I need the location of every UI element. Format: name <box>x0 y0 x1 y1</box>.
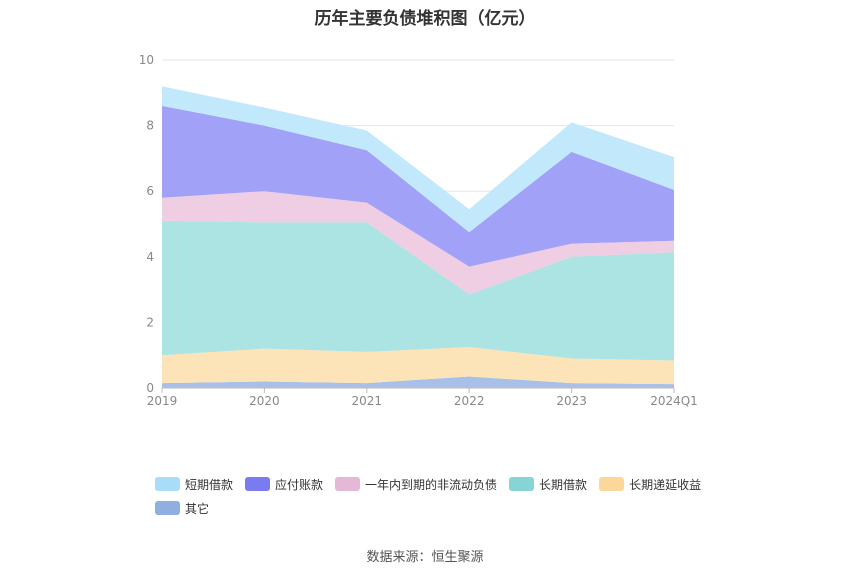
data-source: 数据来源：恒生聚源 <box>366 550 484 565</box>
y-tick-label: 6 <box>146 184 154 198</box>
x-tick-label: 2023 <box>556 394 587 408</box>
area-series-band <box>162 86 674 233</box>
legend-swatch <box>509 477 535 491</box>
area-series <box>162 86 674 388</box>
legend-label: 一年内到期的非流动负债 <box>365 477 498 492</box>
chart-title: 历年主要负债堆积图（亿元） <box>314 9 536 29</box>
legend: 短期借款 应付账款 一年内到期的非流动负债 长期借款 长期递延收益 其它 <box>155 472 755 520</box>
legend-row-2: 其它 <box>155 496 755 520</box>
legend-swatch <box>155 477 180 491</box>
legend-row-1: 短期借款 应付账款 一年内到期的非流动负债 长期借款 长期递延收益 <box>155 472 755 496</box>
legend-item-accounts-payable[interactable]: 应付账款 <box>245 476 323 493</box>
legend-label: 其它 <box>185 501 210 516</box>
y-tick-label: 8 <box>146 119 154 133</box>
axes: 0 2 4 6 8 10 2019 2020 2021 2022 2023 2024Q1 <box>139 53 698 408</box>
area-series-band <box>162 191 674 295</box>
legend-item-current-noncurrent-liabilities[interactable]: 一年内到期的非流动负债 <box>335 476 497 493</box>
area-series-band <box>162 347 674 385</box>
legend-item-deferred-income[interactable]: 长期递延收益 <box>599 476 701 493</box>
x-tick-label: 2022 <box>454 394 485 408</box>
y-tick-label: 4 <box>146 250 154 264</box>
area-series-band <box>162 220 674 361</box>
legend-item-short-term-loans[interactable]: 短期借款 <box>155 476 233 493</box>
x-tick-label: 2024Q1 <box>650 394 698 408</box>
legend-swatch <box>245 477 271 491</box>
legend-label: 长期借款 <box>539 477 588 492</box>
x-tick-label: 2019 <box>147 394 178 408</box>
legend-item-long-term-loans[interactable]: 长期借款 <box>509 476 587 493</box>
legend-label: 应付账款 <box>275 477 324 492</box>
legend-label: 长期递延收益 <box>629 477 702 492</box>
legend-swatch <box>335 477 361 491</box>
x-tick-label: 2021 <box>352 394 383 408</box>
legend-item-other[interactable]: 其它 <box>155 500 209 517</box>
area-series-band <box>162 105 674 267</box>
legend-swatch <box>155 501 180 515</box>
y-tick-label: 0 <box>146 381 154 395</box>
y-tick-label: 2 <box>146 315 154 329</box>
x-tick-label: 2020 <box>249 394 280 408</box>
legend-label: 短期借款 <box>185 477 234 492</box>
y-tick-label: 10 <box>139 53 154 67</box>
legend-swatch <box>599 477 625 491</box>
area-series-band <box>162 376 674 388</box>
